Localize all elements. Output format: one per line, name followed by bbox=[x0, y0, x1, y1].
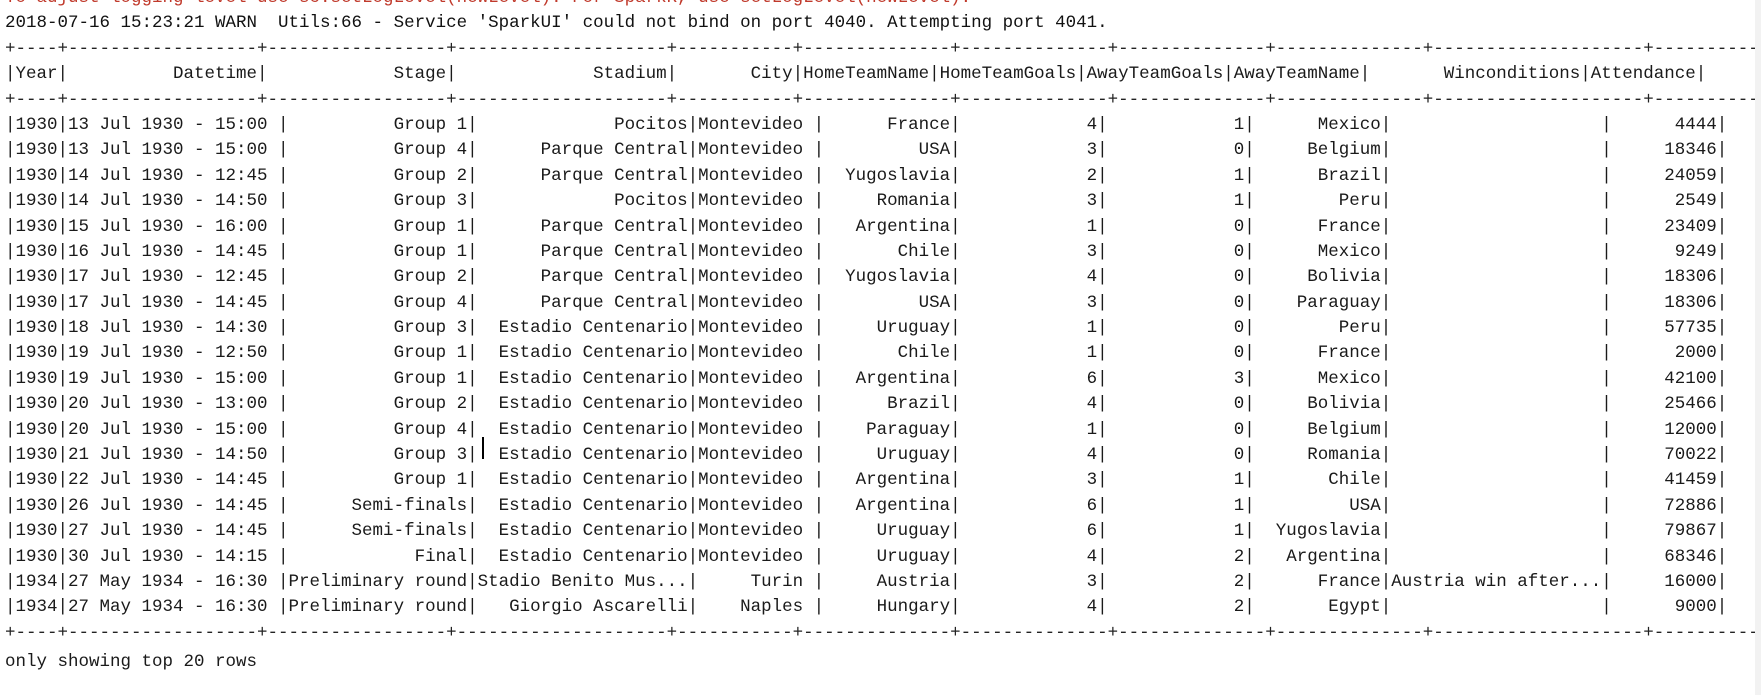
table-row: |1930|16 Jul 1930 - 14:45 | Group 1| Par… bbox=[5, 241, 1728, 262]
text-cursor bbox=[482, 437, 484, 459]
table-row: |1930|19 Jul 1930 - 12:50 | Group 1| Est… bbox=[5, 343, 1728, 364]
table-row: |1930|17 Jul 1930 - 14:45 | Group 4| Par… bbox=[5, 292, 1728, 313]
table-row: |1930|14 Jul 1930 - 12:45 | Group 2| Par… bbox=[5, 165, 1728, 186]
table-header-row: |Year| Datetime| Stage| Stadium| City|Ho… bbox=[5, 64, 1707, 85]
table-row: |1930|17 Jul 1930 - 12:45 | Group 2| Par… bbox=[5, 267, 1728, 288]
log-info-line: To adjust logging level use sc.setLogLev… bbox=[5, 0, 1761, 11]
table-row: |1930|13 Jul 1930 - 15:00 | Group 4| Par… bbox=[5, 140, 1728, 161]
table-bottom-border: +----+------------------+---------------… bbox=[5, 622, 1761, 643]
vertical-scrollbar[interactable] bbox=[1755, 0, 1761, 695]
table-row: |1930|20 Jul 1930 - 13:00 | Group 2| Est… bbox=[5, 394, 1728, 415]
table-top-border: +----+------------------+---------------… bbox=[5, 38, 1761, 59]
row-count-note: only showing top 20 rows bbox=[5, 652, 258, 673]
table-row: |1930|26 Jul 1930 - 14:45 | Semi-finals|… bbox=[5, 495, 1728, 516]
table-row: |1930|14 Jul 1930 - 14:50 | Group 3| Poc… bbox=[5, 191, 1728, 212]
table-row: |1930|27 Jul 1930 - 14:45 | Semi-finals|… bbox=[5, 521, 1728, 542]
table-row: |1930|21 Jul 1930 - 14:50 | Group 3| Est… bbox=[5, 445, 1728, 466]
table-row: |1930|19 Jul 1930 - 15:00 | Group 1| Est… bbox=[5, 368, 1728, 389]
log-warn-line: 2018-07-16 15:23:21 WARN Utils:66 - Serv… bbox=[5, 13, 1108, 34]
table-header-border: +----+------------------+---------------… bbox=[5, 89, 1761, 110]
table-row: |1930|13 Jul 1930 - 15:00 | Group 1| Poc… bbox=[5, 114, 1728, 135]
table-row: |1934|27 May 1934 - 16:30 |Preliminary r… bbox=[5, 597, 1728, 618]
table-row: |1930|30 Jul 1930 - 14:15 | Final| Estad… bbox=[5, 546, 1728, 567]
table-row: |1930|22 Jul 1930 - 14:45 | Group 1| Est… bbox=[5, 470, 1728, 491]
table-row: |1934|27 May 1934 - 16:30 |Preliminary r… bbox=[5, 571, 1728, 592]
table-row: |1930|18 Jul 1930 - 14:30 | Group 3| Est… bbox=[5, 318, 1728, 339]
table-row: |1930|20 Jul 1930 - 15:00 | Group 4| Est… bbox=[5, 419, 1728, 440]
table-row: |1930|15 Jul 1930 - 16:00 | Group 1| Par… bbox=[5, 216, 1728, 237]
